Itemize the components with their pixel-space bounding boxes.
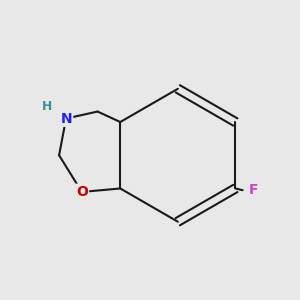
Text: H: H	[42, 100, 52, 113]
Text: O: O	[76, 185, 88, 199]
Text: N: N	[60, 112, 72, 125]
Text: F: F	[248, 183, 258, 197]
